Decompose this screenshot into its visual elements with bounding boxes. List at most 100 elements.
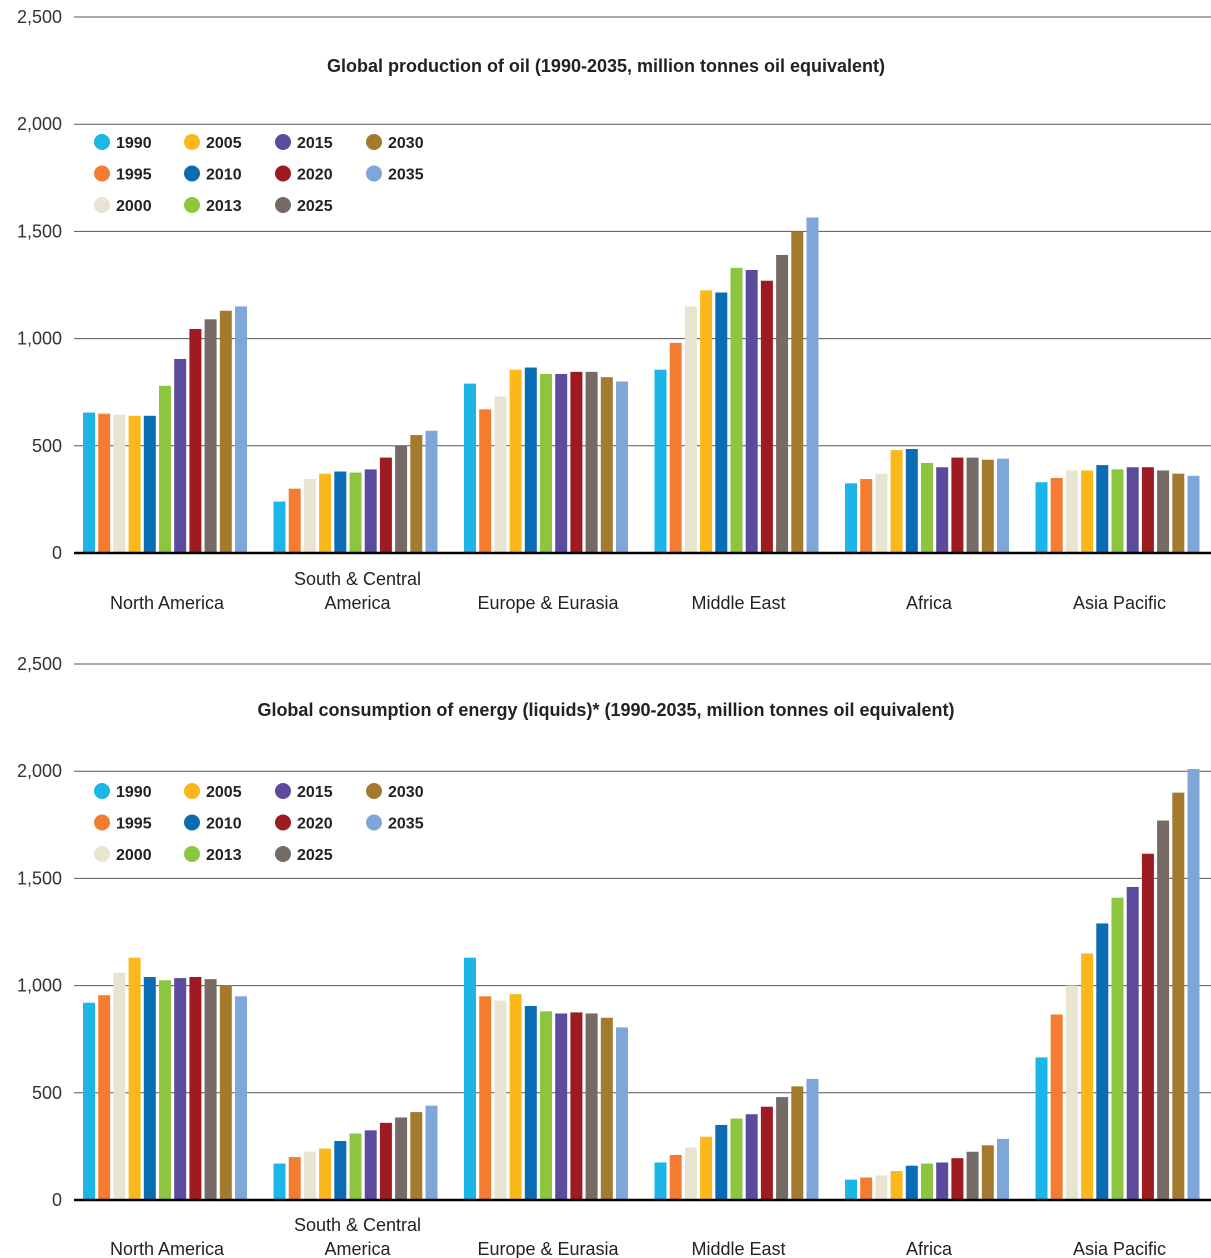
bar-1995 xyxy=(860,479,873,553)
bar-2030 xyxy=(981,459,994,553)
bar-2020 xyxy=(379,457,392,553)
legend-item: 2010 xyxy=(184,814,242,833)
category-label: Asia Pacific xyxy=(1073,593,1166,613)
bar-2020 xyxy=(570,371,583,553)
category-label: Europe & Eurasia xyxy=(477,593,619,613)
legend-swatch xyxy=(275,846,291,862)
legend-swatch xyxy=(275,197,291,213)
category-label: South & Central xyxy=(294,569,421,589)
legend-label: 2030 xyxy=(388,784,424,801)
bar-2005 xyxy=(1081,470,1094,553)
y-tick-label: 1,500 xyxy=(17,868,62,888)
category-group: Middle East xyxy=(654,217,819,613)
category-label: South & Central xyxy=(294,1215,421,1235)
legend-item: 2015 xyxy=(275,783,333,801)
legend-label: 2010 xyxy=(206,167,242,184)
bar-2030 xyxy=(410,435,423,553)
bar-2000 xyxy=(1065,985,1078,1200)
y-tick-label: 2,000 xyxy=(17,761,62,781)
bar-2005 xyxy=(700,1136,713,1200)
legend-label: 2020 xyxy=(297,167,333,184)
bar-2035 xyxy=(425,430,438,553)
chart-title: Global production of oil (1990-2035, mil… xyxy=(327,56,885,76)
bar-2020 xyxy=(1141,467,1154,553)
y-tick-label: 500 xyxy=(32,1083,62,1103)
bar-2030 xyxy=(600,377,613,553)
bar-2015 xyxy=(936,467,949,553)
legend-label: 1990 xyxy=(116,135,152,152)
legend-label: 2020 xyxy=(297,816,333,833)
bar-2020 xyxy=(951,1158,964,1200)
bar-2025 xyxy=(1157,470,1170,553)
bar-2000 xyxy=(1065,470,1078,553)
legend-item: 1995 xyxy=(94,165,152,184)
bar-1995 xyxy=(98,995,111,1200)
legend-swatch xyxy=(184,197,200,213)
category-group: Asia Pacific xyxy=(1035,769,1200,1258)
bar-2010 xyxy=(143,415,156,553)
bar-2035 xyxy=(235,306,247,553)
bar-2035 xyxy=(616,1027,628,1200)
legend-swatch xyxy=(184,814,200,831)
bar-2005 xyxy=(319,473,332,553)
bar-2010 xyxy=(715,292,728,553)
bar-2030 xyxy=(600,1017,613,1200)
bar-2005 xyxy=(890,450,903,553)
legend-item: 2020 xyxy=(275,814,333,833)
bar-2020 xyxy=(570,1012,583,1200)
legend-item: 2035 xyxy=(366,165,424,184)
bar-2013 xyxy=(540,1011,552,1200)
bar-2013 xyxy=(921,462,933,553)
bar-2035 xyxy=(1187,769,1200,1200)
category-group: North America xyxy=(83,306,247,613)
bar-1990 xyxy=(83,412,95,553)
bar-1990 xyxy=(273,501,286,553)
bar-1990 xyxy=(1035,482,1048,553)
legend-swatch xyxy=(94,134,110,150)
bar-2000 xyxy=(113,972,126,1200)
bar-2013 xyxy=(730,267,743,553)
bar-2020 xyxy=(379,1122,392,1200)
legend-item: 1990 xyxy=(94,134,152,152)
bar-1990 xyxy=(1035,1057,1048,1200)
bar-2013 xyxy=(159,980,171,1200)
y-tick-label: 0 xyxy=(52,543,62,563)
bar-2010 xyxy=(143,977,156,1200)
bar-2000 xyxy=(494,396,507,553)
category-group: Africa xyxy=(845,1138,1009,1258)
legend-item: 2025 xyxy=(275,846,333,864)
legend-swatch xyxy=(275,783,291,799)
bar-2010 xyxy=(905,449,918,553)
bar-2013 xyxy=(730,1118,743,1200)
legend-item: 2005 xyxy=(184,783,242,801)
legend-label: 2035 xyxy=(388,816,424,833)
bar-2035 xyxy=(616,381,628,553)
bar-2025 xyxy=(204,979,217,1200)
bar-1995 xyxy=(479,409,492,553)
category-label: North America xyxy=(110,593,225,613)
legend-item: 2020 xyxy=(275,165,333,184)
legend-swatch xyxy=(94,197,110,213)
legend-swatch xyxy=(275,134,291,150)
y-tick-label: 1,000 xyxy=(17,329,62,349)
bar-1995 xyxy=(669,342,682,553)
legend-label: 2013 xyxy=(206,847,242,864)
bar-2005 xyxy=(128,415,141,553)
bar-2013 xyxy=(540,373,552,553)
legend-swatch xyxy=(94,846,110,862)
bar-2000 xyxy=(684,1147,697,1200)
bar-1995 xyxy=(288,488,301,553)
bar-2005 xyxy=(890,1171,903,1200)
bar-2030 xyxy=(981,1145,994,1200)
bar-1990 xyxy=(464,957,476,1200)
bar-2030 xyxy=(791,1086,804,1200)
legend-label: 2015 xyxy=(297,135,333,152)
legend-label: 2010 xyxy=(206,816,242,833)
bar-2035 xyxy=(997,1138,1009,1200)
bar-2030 xyxy=(219,985,232,1200)
legend-item: 2015 xyxy=(275,134,333,152)
bar-2000 xyxy=(875,473,888,553)
bar-2015 xyxy=(174,978,187,1200)
legend-swatch xyxy=(366,134,382,150)
